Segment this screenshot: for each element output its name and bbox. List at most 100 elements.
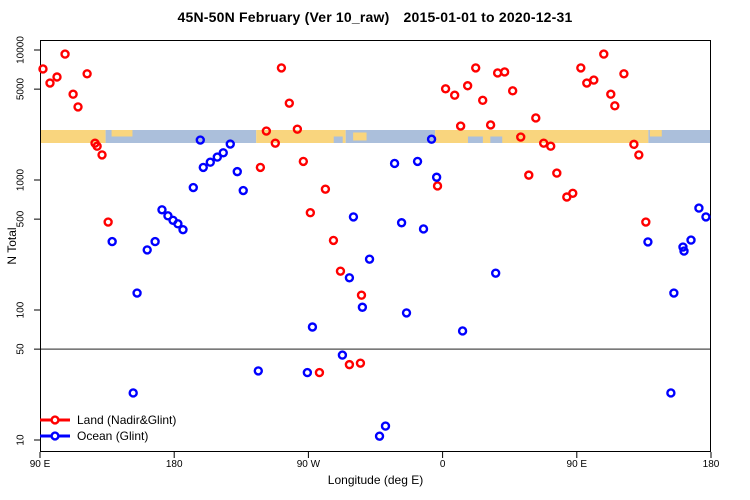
ocean-point: [401, 308, 412, 318]
ocean-point: [679, 246, 689, 256]
y-tick-label: 5000: [15, 78, 27, 101]
y-tick-label: 10: [15, 434, 27, 446]
ocean-point: [132, 288, 142, 298]
land-point: [471, 63, 481, 73]
land-point: [60, 49, 70, 59]
ocean-point: [431, 172, 442, 182]
land-point: [255, 162, 266, 173]
ocean-point: [198, 162, 208, 173]
land-point: [92, 141, 102, 151]
y-tick-label: 100: [15, 301, 27, 319]
land-point: [335, 266, 346, 276]
ocean-point: [490, 268, 501, 278]
ocean-point: [686, 235, 696, 245]
land-point: [356, 290, 367, 300]
ocean-point: [418, 224, 429, 234]
land-point: [629, 139, 639, 150]
land-point: [298, 156, 309, 167]
land-point: [641, 217, 651, 227]
land-point: [546, 141, 556, 151]
chart-title-main: 45N-50N February (Ver 10_raw): [177, 9, 390, 25]
legend-label-ocean: Ocean (Glint): [77, 429, 149, 443]
ocean-point: [163, 211, 173, 221]
land-point: [103, 217, 113, 227]
ocean-point: [238, 185, 248, 196]
land-point: [599, 49, 609, 59]
legend-item-land: Land (Nadir&Glint): [39, 412, 176, 428]
land-band-segment: [256, 130, 346, 143]
ocean-point: [357, 302, 368, 312]
ocean-point: [178, 224, 188, 235]
x-tick-label: 180: [702, 459, 720, 470]
ocean-point: [364, 254, 375, 264]
y-tick-label: 1000: [15, 168, 27, 192]
land-point: [531, 113, 541, 123]
ocean-point: [232, 166, 242, 177]
land-point: [68, 89, 78, 99]
ocean-point: [225, 139, 235, 149]
land-point: [552, 168, 562, 178]
legend-key-land-icon: [40, 415, 70, 425]
ocean-point: [150, 236, 160, 247]
land-point: [328, 235, 339, 246]
x-tick-label: 90 E: [566, 459, 588, 470]
ocean-point: [195, 135, 205, 145]
ocean-point: [666, 388, 676, 398]
land-point: [276, 63, 287, 73]
land-point: [284, 98, 295, 108]
ocean-point: [389, 158, 400, 169]
land-point: [355, 358, 366, 368]
land-point: [305, 208, 316, 218]
ocean-point: [173, 219, 183, 229]
ocean-point: [412, 156, 423, 167]
y-tick-label: 50: [15, 343, 27, 355]
ocean-point: [669, 288, 679, 298]
land-point: [261, 126, 272, 136]
land-point: [73, 102, 83, 112]
ocean-point: [344, 273, 355, 283]
x-tick-label: 180: [165, 459, 183, 470]
ocean-point: [701, 212, 711, 222]
legend-key-ocean-icon: [40, 431, 70, 441]
ocean-point: [107, 236, 117, 247]
land-point: [314, 367, 325, 378]
ocean-point: [188, 182, 198, 193]
ocean-point: [307, 322, 318, 332]
land-band-segment: [40, 130, 106, 143]
x-tick-label: 0: [439, 459, 446, 470]
ocean-point: [426, 134, 437, 144]
land-point: [52, 72, 62, 82]
land-point: [485, 120, 496, 130]
land-point: [320, 184, 331, 194]
land-point: [619, 69, 629, 79]
chart-title-dates: 2015-01-01 to 2020-12-31: [403, 9, 573, 25]
land-point: [270, 138, 280, 148]
ocean-point: [694, 203, 704, 213]
ocean-point: [128, 388, 138, 398]
land-band-segment: [435, 130, 649, 143]
ocean-point: [678, 242, 688, 252]
y-tick-label: 10000: [15, 36, 27, 64]
x-tick-label: 90 E: [29, 459, 51, 470]
ocean-band-patch: [333, 136, 343, 143]
land-point: [440, 84, 451, 94]
x-tick-label: 90 W: [296, 459, 321, 470]
land-point: [97, 150, 107, 160]
ocean-point: [157, 205, 167, 215]
land-point: [82, 69, 92, 79]
land-point: [462, 81, 473, 91]
y-axis-title: N Total: [5, 227, 19, 265]
land-band-patch: [649, 130, 662, 137]
land-point: [45, 78, 55, 88]
legend-item-ocean: Ocean (Glint): [39, 428, 176, 444]
x-axis-title: Longitude (deg E): [327, 473, 424, 487]
land-point: [524, 170, 534, 180]
legend-label-land: Land (Nadir&Glint): [77, 413, 177, 427]
land-point: [589, 75, 599, 85]
land-point: [292, 124, 303, 134]
ocean-point: [142, 245, 152, 255]
ocean-point: [212, 152, 222, 162]
land-point: [576, 63, 586, 73]
